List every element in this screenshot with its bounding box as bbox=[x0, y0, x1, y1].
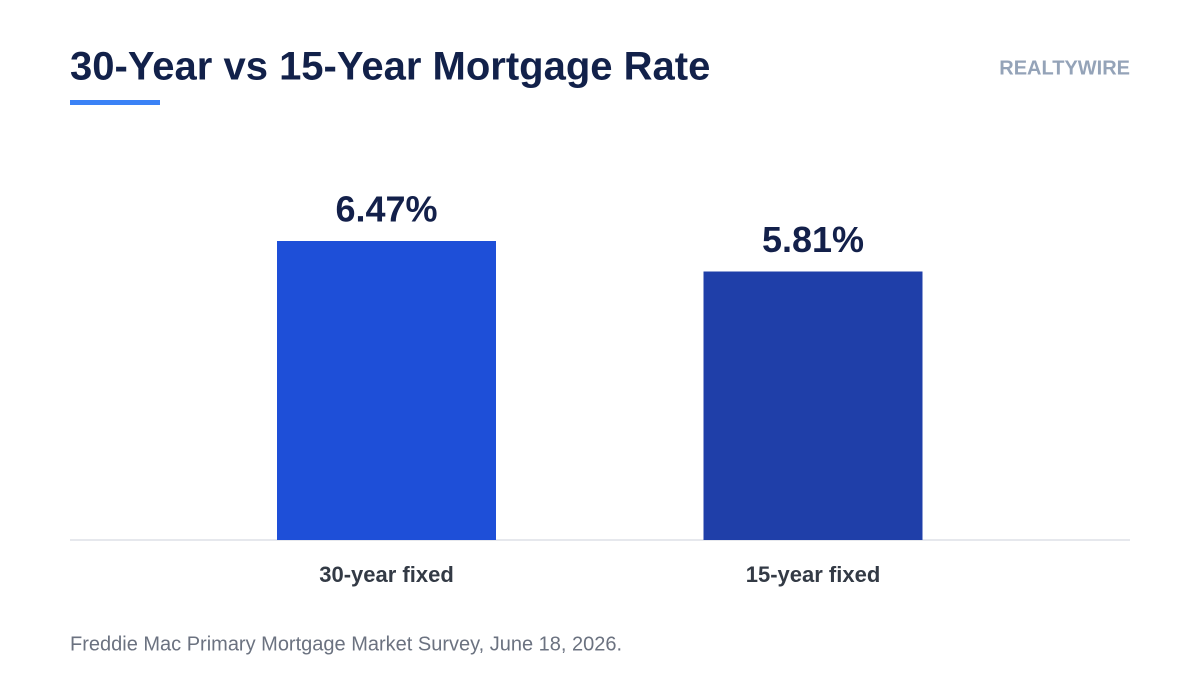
x-tick-label: 15-year fixed bbox=[746, 562, 881, 587]
value-label: 6.47% bbox=[335, 189, 437, 230]
value-label: 5.81% bbox=[762, 219, 864, 260]
source-note: Freddie Mac Primary Mortgage Market Surv… bbox=[70, 633, 622, 655]
title-underline bbox=[70, 100, 160, 105]
bar bbox=[703, 271, 923, 540]
chart-title: 30-Year vs 15-Year Mortgage Rate bbox=[70, 45, 710, 89]
bar bbox=[277, 241, 496, 540]
x-tick-label: 30-year fixed bbox=[319, 562, 454, 587]
brand: REALTYWIRE bbox=[999, 57, 1130, 79]
